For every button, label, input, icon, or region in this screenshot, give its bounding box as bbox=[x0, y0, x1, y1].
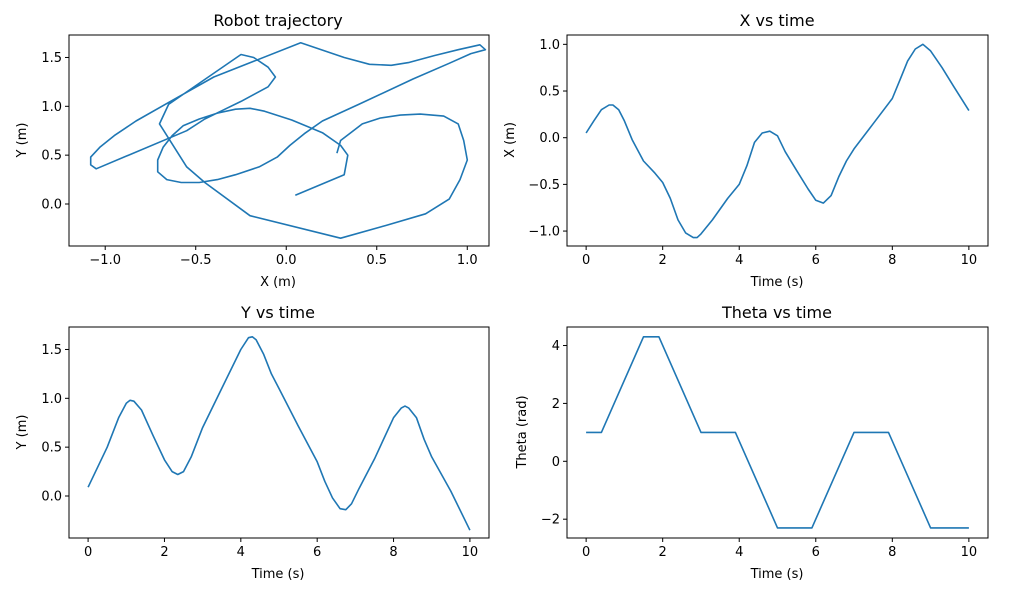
x-tick-label: 6 bbox=[313, 545, 321, 560]
x-tick-label: 2 bbox=[659, 253, 667, 268]
x-tick-label: 10 bbox=[961, 253, 978, 268]
x-axis-label: Time (s) bbox=[251, 567, 305, 582]
y-tick-label: 1.0 bbox=[41, 100, 62, 115]
y-axis-label: Y (m) bbox=[15, 415, 30, 451]
x-tick-label: 10 bbox=[961, 545, 978, 560]
x-tick-label: 1.0 bbox=[457, 253, 478, 268]
y-tick-label: 0.0 bbox=[41, 197, 62, 212]
chart-title: Robot trajectory bbox=[213, 11, 342, 30]
chart-title: Theta vs time bbox=[721, 303, 832, 322]
x-tick-label: −0.5 bbox=[180, 253, 212, 268]
axes-frame bbox=[68, 326, 490, 539]
x-tick-label: 6 bbox=[812, 253, 820, 268]
axes-frame bbox=[566, 34, 989, 247]
x-axis-label: X (m) bbox=[260, 275, 296, 290]
x-axis-label: Time (s) bbox=[750, 275, 804, 290]
y-tick-label: 0.5 bbox=[41, 149, 62, 164]
y-axis-label: X (m) bbox=[503, 122, 518, 158]
y-tick-label: 0 bbox=[552, 455, 560, 470]
x-tick-label: 0 bbox=[84, 545, 92, 560]
y-tick-label: 1.5 bbox=[41, 51, 62, 66]
y-tick-label: 1.0 bbox=[41, 392, 62, 407]
x-tick-label: 0 bbox=[582, 253, 590, 268]
chart-title: X vs time bbox=[739, 11, 814, 30]
y-tick-label: 0.5 bbox=[539, 85, 560, 100]
subplot-theta-vs-time: Theta vs time Time (s) Theta (rad) 0 2 4 6 8… bbox=[515, 303, 989, 582]
y-tick-label: 1.0 bbox=[539, 38, 560, 53]
chart-title: Y vs time bbox=[240, 303, 315, 322]
subplot-x-vs-time: X vs time Time (s) X (m) 0 2 4 6 8 10 −1.0 −0.5… bbox=[503, 11, 989, 290]
series-line bbox=[87, 335, 471, 531]
y-tick-label: 4 bbox=[552, 339, 560, 354]
y-axis-label: Theta (rad) bbox=[515, 395, 530, 469]
x-tick-label: 0.5 bbox=[366, 253, 387, 268]
x-tick-label: −1.0 bbox=[89, 253, 121, 268]
y-tick-label: 0.0 bbox=[539, 131, 560, 146]
x-tick-label: 0.0 bbox=[276, 253, 297, 268]
y-tick-label: 2 bbox=[552, 397, 560, 412]
x-tick-label: 8 bbox=[389, 545, 397, 560]
subplot-robot-trajectory: Robot trajectory X (m) Y (m) −1.0 −0.5 0.0… bbox=[15, 11, 490, 290]
x-tick-label: 4 bbox=[735, 545, 743, 560]
x-tick-label: 2 bbox=[160, 545, 168, 560]
x-tick-label: 10 bbox=[462, 545, 479, 560]
y-tick-label: 1.5 bbox=[41, 343, 62, 358]
x-tick-label: 0 bbox=[582, 545, 590, 560]
y-tick-label: 0.5 bbox=[41, 441, 62, 456]
axes-frame bbox=[566, 326, 989, 539]
series-line bbox=[586, 335, 969, 529]
x-tick-label: 8 bbox=[888, 545, 896, 560]
y-tick-label: −2 bbox=[541, 513, 560, 528]
series-line bbox=[585, 43, 970, 239]
x-tick-label: 6 bbox=[812, 545, 820, 560]
y-tick-label: −1.0 bbox=[528, 225, 560, 240]
x-tick-label: 8 bbox=[888, 253, 896, 268]
series-line bbox=[89, 41, 487, 239]
y-tick-label: 0.0 bbox=[41, 489, 62, 504]
axes-frame bbox=[68, 34, 490, 247]
x-tick-label: 4 bbox=[735, 253, 743, 268]
x-tick-label: 2 bbox=[659, 545, 667, 560]
y-tick-label: −0.5 bbox=[528, 178, 560, 193]
subplot-y-vs-time: Y vs time Time (s) Y (m) 0 2 4 6 8 10 0.0 0.5 1.… bbox=[15, 303, 490, 582]
x-tick-label: 4 bbox=[237, 545, 245, 560]
x-axis-label: Time (s) bbox=[750, 567, 804, 582]
y-axis-label: Y (m) bbox=[15, 123, 30, 159]
